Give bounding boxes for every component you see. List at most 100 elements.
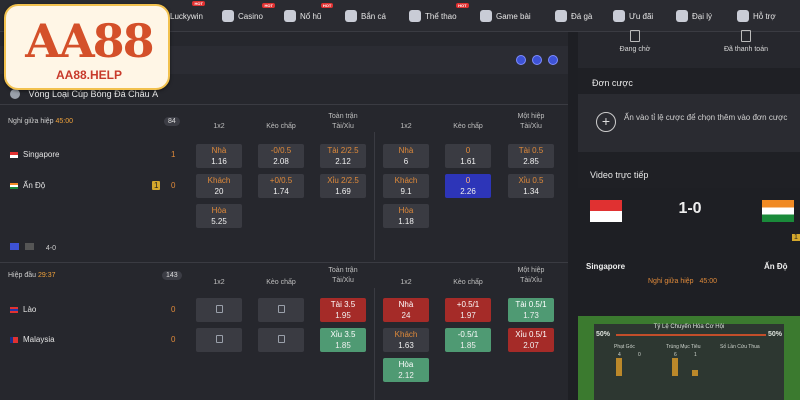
nav-ho-tro[interactable]: Hỗ trợ [737,9,776,23]
col-full-time: Toàn trận [328,267,358,274]
team-name: Malaysia [23,335,55,344]
lock-icon [277,335,285,343]
add-icon[interactable]: + [596,112,616,132]
nav-da-ga[interactable]: Đá gà [555,9,592,23]
nav-dot-icon[interactable] [548,55,558,65]
fish-icon [345,10,357,22]
odds-cell[interactable]: Nhà 6 [383,144,429,168]
odds-cell[interactable]: Xỉu 0.5 1.34 [508,174,554,198]
col-handicap-half: Kèo chấp [453,123,483,130]
home-score: 0 [171,305,176,314]
nav-the-thao[interactable]: Thể thao HOT [409,3,469,23]
status-text: Nghỉ giữa hiệp [8,118,54,125]
nav-dot-icon[interactable] [516,55,526,65]
nav-label: Bắn cá [361,11,386,21]
odds-cell[interactable]: Khách 20 [196,174,242,198]
gift-icon [613,10,625,22]
odds-cell[interactable]: Khách 1.63 [383,328,429,352]
odds-cell[interactable]: +0/0.5 1.74 [258,174,304,198]
odds-cell[interactable]: Hòa 5.25 [196,204,242,228]
match-time: 29:37 [37,272,56,279]
odds-cell[interactable]: Khách 9.1 [383,174,429,198]
locked-odds-cell [196,328,242,352]
odds-cell-down[interactable]: Hòa 2.12 [383,358,429,382]
clipboard-icon [630,30,640,42]
odds-cell-down[interactable]: Tài 0.5/1 1.73 [508,298,554,322]
tab-label: Đã thanh toán [724,46,768,53]
tab-settled[interactable]: Đã thanh toán [714,30,778,53]
nav-casino[interactable]: Casino HOT [222,3,275,23]
hot-badge: HOT [320,3,334,8]
col-first-half: Một hiệp [517,267,545,274]
col-over-under-half: Tài/Xỉu [520,123,542,130]
odds-cell[interactable]: -0/0.5 2.08 [258,144,304,168]
bet-tabs: Đang chờ Đã thanh toán [578,30,800,68]
league-title[interactable]: Vòng Loại Cúp Bóng Đá Châu Á [10,89,158,99]
team-home: Lào [10,305,36,314]
nav-ban-ca[interactable]: Bắn cá [345,9,386,23]
odds-panel: Vòng Loại Cúp Bóng Đá Châu Á Nghỉ giữa h… [0,32,568,400]
nav-uu-dai[interactable]: Ưu đãi [613,9,653,23]
odds-cell-up[interactable]: +0.5/1 1.97 [445,298,491,322]
locked-odds-cell [258,328,304,352]
odds-cell-up[interactable]: Xỉu 0.5/1 2.07 [508,328,554,352]
odds-cell[interactable]: Tài 2/2.5 2.12 [320,144,366,168]
live-video-title: Video trực tiếp [590,170,649,180]
nav-no-hu[interactable]: Nổ hũ HOT [284,3,334,23]
market-count[interactable]: 84 [164,117,180,126]
odds-cell-down[interactable]: Xỉu 3.5 1.85 [320,328,366,352]
locked-odds-cell [196,298,242,322]
casino-icon [222,10,234,22]
odds-cell-up[interactable]: Tài 3.5 1.95 [320,298,366,322]
ratio-bar [616,334,766,336]
col-1x2: 1x2 [213,279,225,286]
tab-pending[interactable]: Đang chờ [612,30,658,53]
odds-cell[interactable]: Xỉu 2/2.5 1.69 [320,174,366,198]
home-team: Singapore [586,262,626,271]
nav-game-bai[interactable]: Game bài [480,9,531,23]
stat-bar [616,358,622,376]
stats-icon[interactable] [24,243,34,250]
home-score: 1 [171,150,176,159]
odds-cell-down[interactable]: -0.5/1 1.85 [445,328,491,352]
odds-cell-up[interactable]: Nhà 24 [383,298,429,322]
col-1x2-half: 1x2 [400,279,412,286]
nav-label: Luckywin [170,11,203,21]
col-handicap: Kèo chấp [266,279,296,286]
lock-icon [215,305,223,313]
nav-label: Đại lý [692,11,713,21]
divider [0,262,568,263]
nav-label: Hỗ trợ [753,11,776,21]
scoreboard: 1-0 1 Singapore Ấn Độ Nghỉ giữa hiệp 45:… [578,188,800,316]
status-text: Nghỉ giữa hiệp [648,278,694,285]
nav-dai-ly[interactable]: Đại lý [676,9,712,23]
pitch-visual: Tỷ Lệ Chuyển Hóa Cơ Hội 50% 50% Phạt Góc… [578,316,800,400]
away-team: Ấn Độ [764,262,788,271]
odds-cell-selected[interactable]: 0 2.26 [445,174,491,198]
live-video-icon[interactable] [10,243,19,250]
logo-text: AA88 [25,14,154,68]
away-score: 0 [171,181,176,190]
yellow-card-badge: 1 [792,234,800,241]
stat-value: 6 [674,352,677,358]
match-status: Nghỉ giữa hiệp 45:00 [8,118,73,125]
market-count[interactable]: 143 [162,271,182,280]
stat-value: 0 [638,352,641,358]
odds-cell[interactable]: Tài 0.5 2.85 [508,144,554,168]
bet-slip-box[interactable]: + Ấn vào tỉ lệ cược để chọn thêm vào đơn… [578,94,800,152]
odds-cell[interactable]: Hòa 1.18 [383,204,429,228]
corner-score: 4-0 [45,245,57,252]
odds-cell[interactable]: Nhà 1.16 [196,144,242,168]
slot-icon [284,10,296,22]
nav-label: Game bài [496,11,531,21]
stats-overlay: Tỷ Lệ Chuyển Hóa Cơ Hội 50% 50% Phạt Góc… [594,324,784,400]
nav-dot-icon[interactable] [532,55,542,65]
home-flag-icon [590,200,622,222]
stat-saves: Số Lần Cứu Thua [720,344,760,350]
brand-logo[interactable]: AA88 AA88.HELP [4,4,170,90]
nav-luckywin[interactable]: Luckywin HOT [170,1,205,23]
odds-cell[interactable]: 0 1.61 [445,144,491,168]
stat-on-target: Trúng Mục Tiêu [666,344,701,350]
nav-label: Ưu đãi [629,11,654,21]
nav-label: Đá gà [571,11,593,21]
